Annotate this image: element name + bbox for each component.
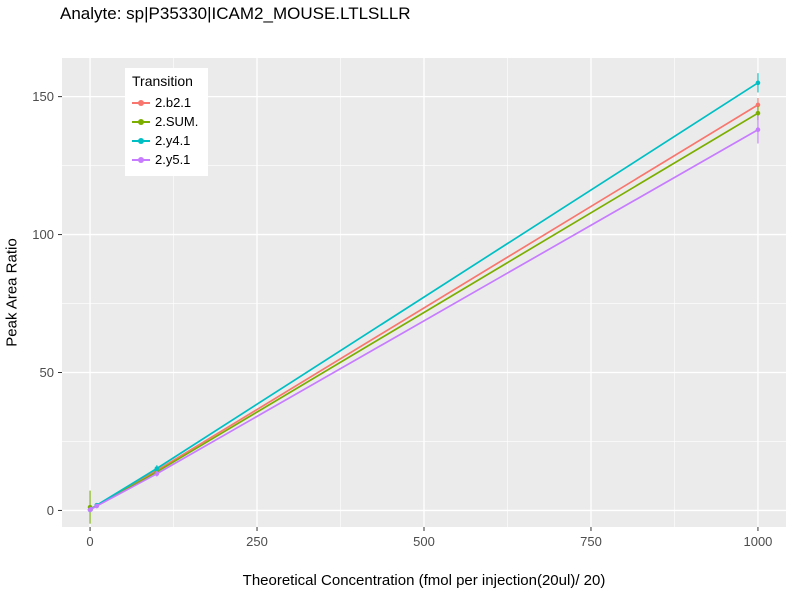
y-tick-label: 0 xyxy=(47,503,54,518)
y-tick-label: 150 xyxy=(32,89,54,104)
y-tick-label: 50 xyxy=(40,365,54,380)
legend-key-icon xyxy=(132,115,150,129)
x-tick-label: 250 xyxy=(246,534,268,549)
legend-item-2.SUM.: 2.SUM. xyxy=(132,112,198,131)
gridlines xyxy=(62,58,786,527)
legend-items: 2.b2.1 2.SUM. 2.y4.1 2.y5.1 xyxy=(132,93,198,169)
legend-item-label: 2.b2.1 xyxy=(155,95,192,110)
legend-key-icon xyxy=(132,96,150,110)
legend-item-2.b2.1: 2.b2.1 xyxy=(132,93,198,112)
axis-ticks: 0 250 500 750 1000 0 50 100 150 xyxy=(32,89,772,549)
chart-title: Analyte: sp|P35330|ICAM2_MOUSE.LTLSLLR xyxy=(60,4,411,23)
x-tick-label: 500 xyxy=(413,534,435,549)
legend-key-icon xyxy=(132,134,150,148)
data-point xyxy=(755,110,761,116)
x-tick-label: 750 xyxy=(580,534,602,549)
data-point xyxy=(755,80,761,86)
x-tick-label: 1000 xyxy=(743,534,772,549)
legend-key-icon xyxy=(132,153,150,167)
legend-item-label: 2.SUM. xyxy=(155,114,199,129)
x-tick-label: 0 xyxy=(86,534,93,549)
series-2.y5.1 xyxy=(87,115,761,513)
data-point xyxy=(755,102,761,108)
legend-item-2.y4.1: 2.y4.1 xyxy=(132,131,198,150)
data-point xyxy=(755,127,761,133)
y-tick-label: 100 xyxy=(32,227,54,242)
legend-item-label: 2.y5.1 xyxy=(155,152,191,167)
legend: Transition 2.b2.1 2.SUM. 2.y4.1 2.y5.1 xyxy=(125,68,209,176)
legend-item-2.y5.1: 2.y5.1 xyxy=(132,150,198,169)
legend-title: Transition xyxy=(132,73,193,89)
data-point xyxy=(154,471,160,477)
data-point xyxy=(88,507,94,512)
data-point xyxy=(154,466,160,471)
data-point xyxy=(94,503,100,509)
x-axis-label: Theoretical Concentration (fmol per inje… xyxy=(242,572,606,589)
legend-item-label: 2.y4.1 xyxy=(155,133,191,148)
y-axis-label: Peak Area Ratio xyxy=(3,238,21,347)
